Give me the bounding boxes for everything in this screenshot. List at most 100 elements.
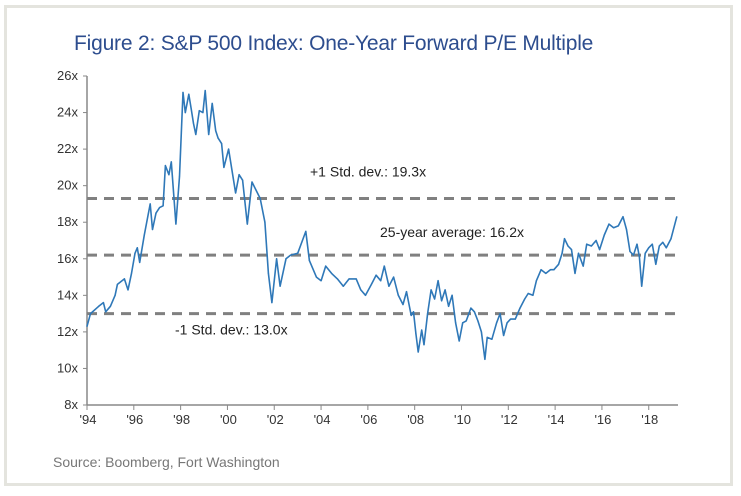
pe-data-point — [590, 245, 592, 247]
y-tick-label: 14x — [57, 287, 78, 302]
pe-data-point — [608, 223, 610, 225]
pe-data-point — [458, 340, 460, 342]
pe-data-point — [622, 216, 624, 218]
pe-data-point — [168, 174, 170, 176]
pe-data-point — [473, 311, 475, 313]
chart-frame — [4, 5, 733, 486]
pe-data-point — [470, 307, 472, 309]
pe-data-point — [149, 203, 151, 205]
pe-data-point — [105, 311, 107, 313]
pe-data-point — [208, 133, 210, 136]
pe-data-point — [246, 223, 248, 225]
pe-data-point — [535, 280, 537, 282]
x-tick-label: '98 — [173, 412, 190, 427]
plus-1-std-label: +1 Std. dev.: 19.3x — [310, 163, 426, 179]
chart-title: Figure 2: S&P 500 Index: One-Year Forwar… — [74, 32, 594, 55]
x-tick-label: '96 — [126, 412, 143, 427]
pe-data-point — [114, 294, 116, 296]
pe-data-point — [632, 254, 635, 256]
pe-data-point — [662, 241, 664, 243]
pe-data-point — [558, 263, 560, 265]
pe-data-point — [192, 122, 195, 125]
pe-data-point — [162, 205, 164, 207]
pe-data-point — [279, 285, 281, 287]
pe-data-point — [613, 227, 615, 229]
pe-data-point — [320, 280, 322, 282]
pe-data-point — [455, 322, 457, 324]
pe-data-point — [235, 192, 237, 194]
pe-data-point — [164, 164, 167, 167]
x-tick-label: '18 — [641, 412, 658, 427]
pe-data-point — [175, 223, 177, 225]
pe-data-point — [375, 274, 377, 276]
pe-data-point — [402, 303, 404, 306]
pe-data-point — [410, 314, 412, 317]
pe-data-point — [109, 305, 112, 307]
y-tick-label: 16x — [57, 251, 78, 266]
pe-data-point — [506, 322, 508, 324]
pe-data-point — [215, 130, 217, 132]
pe-data-point — [563, 238, 566, 240]
pe-data-point — [421, 329, 423, 331]
pe-data-point — [388, 285, 390, 287]
pe-data-point — [423, 344, 425, 346]
pe-data-point — [553, 269, 555, 271]
pe-data-point — [190, 108, 192, 110]
pe-data-point — [603, 234, 605, 236]
pe-data-point — [285, 258, 287, 260]
pe-data-point — [98, 305, 100, 307]
pe-data-point — [648, 247, 650, 249]
x-tick-label: '14 — [548, 412, 565, 427]
average-label: 25-year average: 16.2x — [380, 224, 524, 240]
pe-data-point — [130, 272, 133, 274]
pe-data-point — [102, 302, 104, 304]
pe-data-point — [393, 276, 395, 278]
pe-data-point — [342, 285, 344, 287]
pe-data-point — [188, 93, 190, 95]
pe-data-point — [217, 137, 219, 139]
pe-data-point — [586, 243, 588, 245]
pe-data-point — [629, 250, 631, 253]
y-tick-label: 10x — [57, 360, 78, 375]
pe-data-point — [290, 254, 292, 256]
pe-data-point — [336, 278, 339, 280]
pe-data-point — [465, 320, 467, 322]
y-tick-label: 26x — [57, 68, 78, 83]
pe-data-point — [116, 283, 119, 285]
pe-series-line — [86, 89, 678, 361]
x-tick-label: '16 — [594, 412, 611, 427]
pe-data-point — [355, 278, 357, 280]
pe-data-point — [549, 269, 552, 271]
x-tick-label: '10 — [454, 412, 471, 427]
pe-data-point — [462, 322, 464, 324]
pe-data-point — [527, 292, 529, 295]
pe-data-point — [651, 243, 653, 245]
pe-data-point — [658, 245, 660, 247]
pe-data-point — [139, 261, 141, 264]
pe-data-point — [503, 334, 505, 337]
pe-data-point — [271, 302, 273, 304]
pe-data-point — [297, 252, 299, 254]
pe-data-point — [540, 269, 542, 271]
x-tick-label: '06 — [360, 412, 377, 427]
pe-data-point — [242, 179, 244, 181]
pe-data-point — [514, 318, 516, 320]
pe-data-point — [195, 133, 197, 136]
pe-data-point — [275, 258, 278, 260]
pe-data-point — [480, 331, 482, 333]
pe-data-point — [570, 249, 573, 251]
pe-data-point — [665, 247, 667, 249]
pe-data-point — [532, 294, 534, 296]
pe-data-point — [617, 225, 619, 227]
x-tick-label: '04 — [314, 412, 331, 427]
pe-data-point — [486, 336, 488, 338]
source-note: Source: Boomberg, Fort Washington — [53, 454, 280, 470]
pe-data-point — [499, 313, 501, 315]
pe-data-point — [86, 325, 88, 328]
pe-data-point — [178, 175, 181, 178]
pe-data-point — [228, 148, 230, 150]
pe-data-point — [638, 256, 640, 258]
pe-data-point — [305, 230, 307, 232]
pe-data-point — [123, 278, 126, 280]
pe-data-point — [545, 272, 547, 274]
